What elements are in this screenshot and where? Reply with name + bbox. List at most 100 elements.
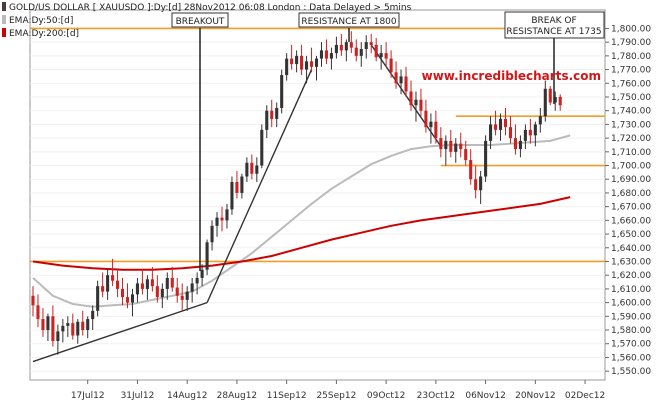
candle-body [459,143,463,150]
candle-body [319,50,324,59]
y-tick-label: 1,650.00 [611,230,651,240]
candle-body [170,277,174,288]
y-tick-label: 1,680.00 [611,189,651,199]
candle-body [538,116,542,125]
breakout-label: BREAKOUT [176,17,225,27]
candle-body [384,53,388,59]
y-tick-label: 1,720.00 [611,134,651,144]
candle-body [324,50,328,59]
candle-body [394,72,398,84]
candle-body [160,288,164,298]
candle-body [285,58,289,76]
candle-body [86,319,90,331]
candle-body [280,75,284,108]
candle-body [235,181,239,193]
candle-body [369,42,373,45]
x-tick-label: 11Sep12 [267,391,307,401]
y-tick-label: 1,620.00 [611,271,651,281]
candle-body [46,316,50,331]
candle-body [145,279,149,289]
candle-body [250,162,254,174]
candle-body [359,49,363,56]
candle-body [200,269,204,278]
candle-body [349,42,353,48]
candle-body [479,176,483,191]
candle-body [106,275,110,292]
legend-main-label: GOLD/US DOLLAR [ XAUUSDO ]:Dy:[d] 28Nov2… [9,3,412,13]
candle-body [61,325,65,332]
annotations: BREAKOUT RESISTANCE AT 1800 BREAK OF RES… [171,11,605,271]
candle-body [215,217,219,226]
candle-body [71,323,75,336]
x-tick-label: 17Jul12 [71,391,105,401]
legend-ema50-label: EMA:Dy:50:[d] [9,16,73,26]
candle-body [533,124,537,136]
candle-body [210,225,214,243]
candle-body [155,286,159,298]
y-tick-label: 1,580.00 [611,326,651,336]
candle-body [275,107,279,119]
candle-body [389,58,393,73]
plot-area [29,9,606,381]
x-tick-label: 20Nov12 [515,391,555,401]
y-tick-label: 1,630.00 [611,257,651,267]
candle-body [270,110,274,119]
x-tick-label: 09Oct12 [367,391,405,401]
candle-body [354,47,358,56]
y-tick-label: 1,600.00 [611,299,651,309]
break-label-line1: BREAK OF [531,16,576,26]
candle-body [220,217,224,221]
legend: GOLD/US DOLLAR [ XAUUSDO ]:Dy:[d] 28Nov2… [2,2,412,39]
candle-body [150,279,154,287]
candle-body [518,140,522,150]
candle-body [205,242,209,270]
candle-body [553,96,557,103]
candle-body [185,291,189,300]
y-tick-label: 1,550.00 [611,367,651,377]
ema200-line [32,196,571,271]
candle-body [399,76,403,84]
y-tick-label: 1,800.00 [611,24,651,34]
candle-body [300,55,304,70]
candlesticks [31,31,562,355]
candle-body [454,143,458,152]
candle-body [295,55,299,65]
candle-body [240,176,244,193]
legend-ema200-swatch [2,28,6,37]
candle-body [469,160,473,180]
candle-body [66,323,70,326]
candle-body [101,286,105,292]
candle-body [464,149,468,161]
legend-ema50-swatch [2,15,6,24]
x-axis: 17Jul12 31Jul12 14Aug12 28Aug12 11Sep12 25Sep… [71,380,605,401]
resistance-box [298,12,400,28]
y-tick-label: 1,730.00 [611,120,651,130]
candle-body [130,294,135,303]
x-tick-label: 31Jul12 [121,391,155,401]
y-tick-label: 1,760.00 [611,79,651,89]
candle-body [429,121,433,128]
candle-body [543,88,547,117]
x-tick-label: 23Oct12 [417,391,455,401]
y-tick-label: 1,770.00 [611,66,651,76]
y-tick-label: 1,790.00 [611,38,651,48]
y-tick-label: 1,640.00 [611,244,651,254]
candle-body [230,181,234,210]
y-tick-label: 1,710.00 [611,148,651,158]
candle-body [409,91,413,106]
x-tick-label: 14Aug12 [167,391,207,401]
candle-body [503,118,508,128]
y-tick-label: 1,570.00 [611,340,651,350]
y-tick-label: 1,660.00 [611,216,651,226]
candle-body [508,127,513,139]
candle-body [125,297,130,303]
candle-body [180,295,184,300]
break-box [504,11,605,39]
candle-body [225,209,229,221]
candle-body [255,165,259,174]
candle-body [265,110,269,130]
x-tick-label: 02Dec12 [565,391,605,401]
candle-body [135,283,139,295]
candle-body [334,44,338,54]
candle-body [111,275,115,281]
